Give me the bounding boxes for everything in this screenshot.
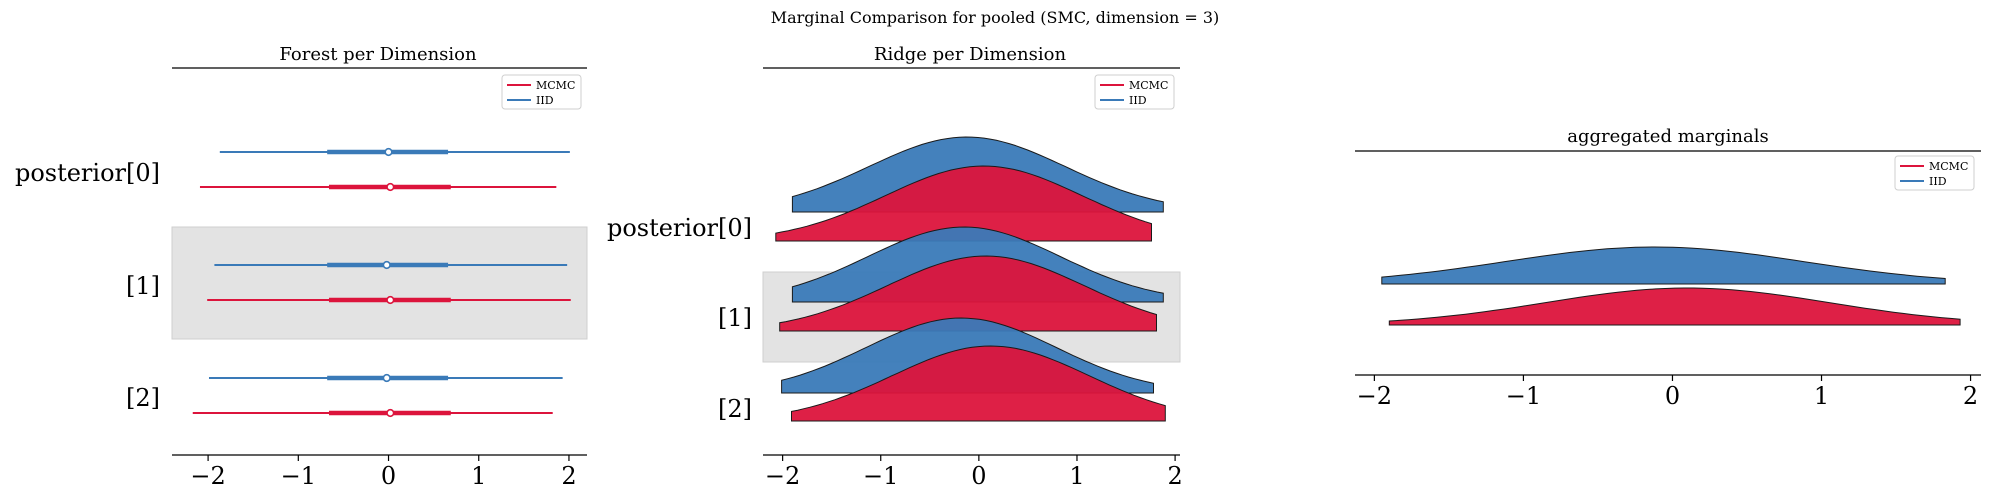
x-tick-label: −2 (1357, 382, 1392, 410)
x-tick-label: 2 (1963, 382, 1978, 410)
x-tick-label: 0 (381, 462, 396, 490)
median-point-mcmc (386, 295, 395, 305)
row-label: [2] (126, 384, 160, 412)
row-label: posterior[0] (15, 159, 160, 187)
aggregated-title: aggregated marginals (1567, 126, 1768, 147)
legend-label-mcmc: MCMC (1129, 79, 1168, 92)
forest-marks (192, 147, 571, 418)
row-band (171, 226, 588, 340)
aggregated-panel: aggregated marginals −2 −1 0 1 2 MCMC IID (1355, 126, 1981, 410)
x-tick-label: −1 (863, 462, 898, 490)
x-tick-label: 2 (1167, 462, 1182, 490)
x-tick-label: 1 (471, 462, 486, 490)
row-label: posterior[0] (607, 214, 752, 242)
x-tick-label: 0 (971, 462, 986, 490)
x-tick-label: 2 (561, 462, 576, 490)
aggregated-legend: MCMC IID (1894, 155, 1975, 191)
ridge-mcmc (1388, 287, 1961, 326)
median-point-mcmc (386, 182, 395, 192)
legend-label-iid: IID (1129, 94, 1147, 107)
ridge-x-ticks: −2 −1 0 1 2 (765, 455, 1183, 490)
median-point-mcmc (386, 408, 395, 418)
forest-title: Forest per Dimension (279, 44, 477, 65)
x-tick-label: −2 (190, 462, 225, 490)
median-point-iid (382, 373, 391, 383)
aggregated-x-ticks: −2 −1 0 1 2 (1357, 375, 1978, 410)
forest-x-ticks: −2 −1 0 1 2 (190, 455, 577, 490)
row-label: [2] (718, 395, 752, 423)
ridge-marks (775, 136, 1166, 422)
forest-panel: Forest per Dimension posterior[0][1][2] … (15, 44, 588, 490)
x-tick-label: 1 (1069, 462, 1084, 490)
legend-label-iid: IID (1929, 175, 1947, 188)
median-point-iid (382, 260, 391, 270)
aggregated-marks (1381, 246, 1961, 326)
median-point-iid (384, 147, 393, 157)
legend-label-mcmc: MCMC (536, 79, 575, 92)
x-tick-label: −1 (1506, 382, 1541, 410)
forest-row-labels: posterior[0] [1] [2] (15, 159, 160, 412)
ridge-mcmc (779, 255, 1157, 332)
ridge-iid (1381, 246, 1946, 285)
forest-bands (171, 226, 588, 340)
ridge-legend: MCMC IID (1094, 74, 1175, 110)
x-tick-label: 1 (1814, 382, 1829, 410)
x-tick-label: −2 (765, 462, 800, 490)
forest-legend: MCMC IID (501, 74, 582, 110)
ridge-title: Ridge per Dimension (874, 44, 1067, 65)
legend-label-iid: IID (536, 94, 554, 107)
legend-label-mcmc: MCMC (1929, 160, 1968, 173)
ridge-mcmc (791, 345, 1166, 422)
row-label: [1] (718, 304, 752, 332)
ridge-panel: Ridge per Dimension posterior[0] [1] [2] −… (607, 44, 1183, 490)
x-tick-label: 0 (1665, 382, 1680, 410)
row-label: [1] (126, 272, 160, 300)
ridge-mcmc (775, 165, 1152, 242)
ridge-row-labels: posterior[0] [1] [2] (607, 214, 752, 423)
x-tick-label: −1 (281, 462, 316, 490)
suptitle: Marginal Comparison for pooled (SMC, dim… (771, 8, 1220, 27)
